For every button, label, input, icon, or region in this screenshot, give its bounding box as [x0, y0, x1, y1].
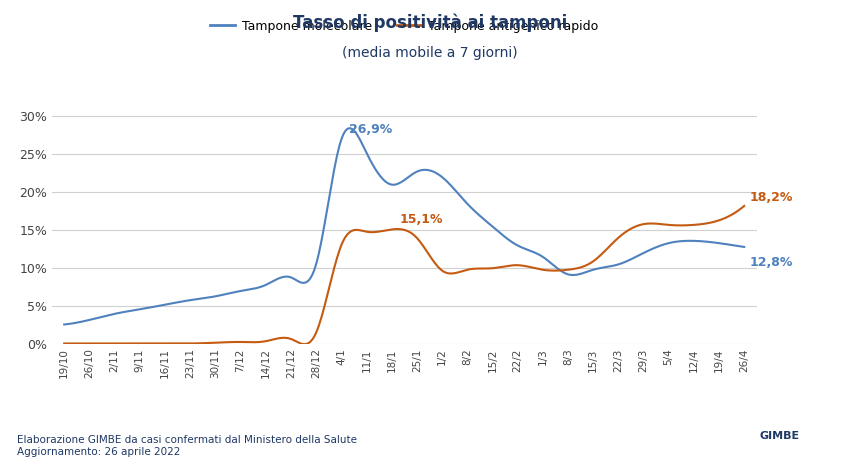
Text: 12,8%: 12,8%	[749, 256, 793, 269]
Legend: Tampone molecolare, Tampone antigenico rapido: Tampone molecolare, Tampone antigenico r…	[206, 15, 603, 38]
Text: 15,1%: 15,1%	[399, 213, 443, 226]
Text: 26,9%: 26,9%	[349, 123, 392, 136]
Text: 18,2%: 18,2%	[749, 191, 793, 204]
Text: GIMBE: GIMBE	[759, 431, 800, 441]
Text: (media mobile a 7 giorni): (media mobile a 7 giorni)	[342, 46, 518, 60]
Text: Elaborazione GIMBE da casi confermati dal Ministero della Salute: Elaborazione GIMBE da casi confermati da…	[17, 435, 357, 445]
Text: Tasso di positività ai tamponi: Tasso di positività ai tamponi	[293, 14, 567, 32]
Text: Aggiornamento: 26 aprile 2022: Aggiornamento: 26 aprile 2022	[17, 447, 181, 457]
